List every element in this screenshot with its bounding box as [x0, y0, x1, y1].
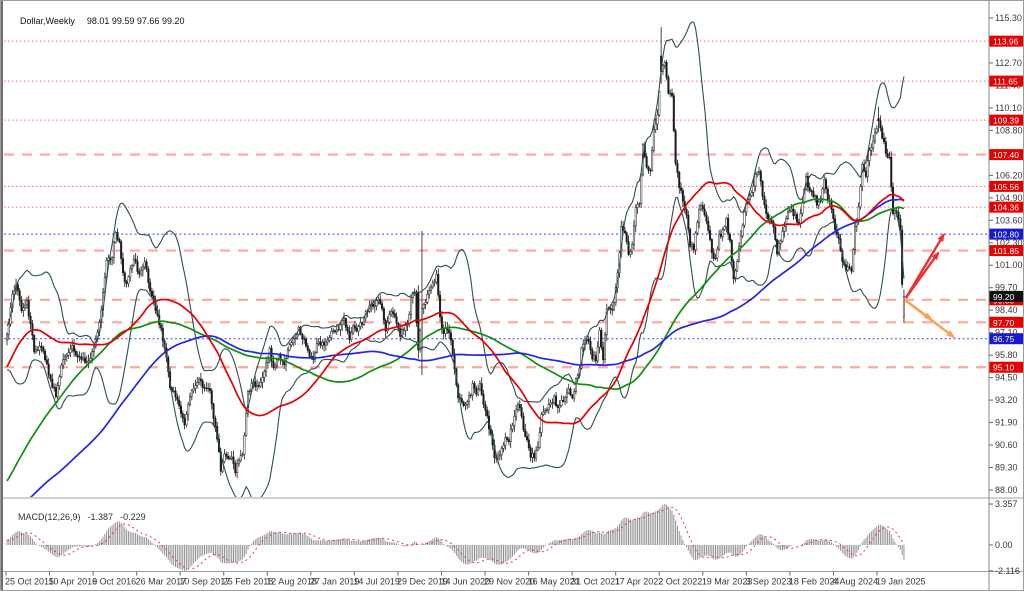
level-price-text: 111.65 — [993, 77, 1018, 87]
date-tick-label: 19 Jan 2025 — [876, 577, 926, 587]
price-tick-label: 102.30 — [995, 238, 1023, 248]
price-tick-label: 115.30 — [995, 13, 1022, 23]
bollinger-lower-band — [6, 196, 905, 497]
macd-signal-value: -0.229 — [120, 512, 146, 522]
macd-scale-label: -2.116 — [995, 566, 1020, 576]
moving-averages — [6, 181, 905, 497]
level-price-box — [989, 114, 1023, 126]
price-tick-label: 99.70 — [995, 283, 1018, 293]
macd-signal-line — [6, 506, 905, 570]
level-price-text: 109.39 — [993, 116, 1019, 126]
bollinger-bands — [6, 21, 905, 497]
trend-arrows[interactable] — [904, 232, 956, 339]
macd-main-value: -1.387 — [87, 512, 114, 522]
level-price-text: 96.75 — [993, 334, 1015, 344]
date-tick-label: 27 Jan 2019 — [310, 577, 360, 587]
date-tick-label: 29 Dec 2019 — [397, 577, 448, 587]
date-tick-label: 19 Mar 2023 — [702, 577, 753, 587]
macd-indicator-name: MACD(12,26,9) — [18, 512, 81, 522]
price-tick-label: 91.90 — [995, 418, 1018, 428]
price-tick-label: 93.20 — [995, 395, 1018, 405]
date-tick-label: 2 Oct 2022 — [658, 577, 702, 587]
price-tick-label: 110.10 — [995, 103, 1022, 113]
level-price-box — [989, 333, 1023, 345]
price-tick-label: 106.20 — [995, 170, 1023, 180]
price-tick-label: 112.70 — [995, 58, 1022, 68]
date-tick-label: 9 Oct 2016 — [92, 577, 136, 587]
date-tick-label: 26 Mar 2017 — [136, 577, 187, 587]
macd-histogram — [6, 504, 905, 571]
price-tick-label: 88.00 — [995, 485, 1018, 495]
arrow-3[interactable] — [905, 299, 955, 338]
macd-scale-label: 3.357 — [995, 499, 1018, 509]
price-tick-label: 97.10 — [995, 328, 1018, 338]
level-price-text: 113.96 — [993, 37, 1019, 47]
date-tick-label: 29 Nov 2020 — [484, 577, 535, 587]
date-tick-label: 18 Feb 2024 — [789, 577, 840, 587]
level-lines[interactable] — [4, 40, 989, 369]
level-price-box — [989, 228, 1023, 240]
date-tick-label: 17 Apr 2022 — [615, 577, 664, 587]
arrow-1[interactable] — [904, 233, 945, 299]
window-left-border — [1, 1, 3, 590]
level-price-box — [989, 35, 1023, 47]
ma-fast-line — [6, 181, 905, 425]
current-price-text: 99.20 — [993, 292, 1015, 302]
price-tick-label: 95.80 — [995, 350, 1018, 360]
level-price-box — [989, 201, 1023, 213]
level-price-text: 104.36 — [993, 203, 1019, 213]
level-price-box — [989, 149, 1023, 161]
macd-signal — [6, 506, 905, 570]
level-price-box — [989, 180, 1023, 192]
level-price-text: 95.10 — [993, 363, 1015, 373]
price-tick-label: 98.40 — [995, 305, 1018, 315]
date-tick-label: 25 Oct 2015 — [5, 577, 54, 587]
price-tick-label: 94.50 — [995, 373, 1018, 383]
price-tick-label: 104.90 — [995, 193, 1023, 203]
date-tick-label: 4 Aug 2024 — [832, 577, 878, 587]
level-price-text: 97.70 — [993, 318, 1015, 328]
price-tick-label: 103.60 — [995, 215, 1023, 225]
price-axis[interactable]: 115.30112.70111.40110.10108.80106.20104.… — [989, 13, 1024, 576]
level-price-box — [989, 75, 1023, 87]
level-price-box — [989, 245, 1023, 257]
ohlc-values: 98.01 99.59 97.66 99.20 — [86, 16, 185, 26]
symbol-timeframe-label: Dollar,Weekly — [20, 16, 75, 26]
level-price-text: 101.85 — [993, 246, 1019, 256]
ma-mid-line — [6, 198, 905, 482]
current-price-box — [989, 290, 1023, 302]
level-price-box — [989, 361, 1023, 373]
date-tick-label: 25 Feb 2018 — [223, 577, 274, 587]
date-tick-label: 12 Aug 2018 — [266, 577, 317, 587]
price-tick-label: 108.80 — [995, 125, 1023, 135]
price-tick-label: 89.30 — [995, 463, 1018, 473]
date-tick-label: 14 Jul 2019 — [353, 577, 400, 587]
date-tick-label: 31 Oct 2021 — [571, 577, 620, 587]
date-tick-label: 10 Sep 2017 — [179, 577, 230, 587]
bollinger-upper-band — [6, 21, 905, 413]
price-tick-label: 90.60 — [995, 440, 1018, 450]
date-tick-label: 16 May 2021 — [528, 577, 580, 587]
date-tick-label: 3 Sep 2023 — [745, 577, 791, 587]
macd-scale-label: 0.00 — [995, 540, 1013, 550]
chart-title: Dollar,Weekly 98.01 99.59 97.66 99.20 — [10, 5, 184, 38]
macd-indicator-label: MACD(12,26,9) -1.387 -0.229 — [8, 501, 153, 534]
level-price-box — [989, 316, 1023, 328]
price-tick-label: 101.00 — [995, 260, 1023, 270]
ma-slow-line — [29, 198, 905, 497]
candles-layer — [6, 26, 905, 479]
level-price-text: 107.40 — [993, 150, 1019, 160]
date-tick-label: 10 Apr 2016 — [49, 577, 98, 587]
level-price-text: 102.80 — [993, 230, 1019, 240]
date-tick-label: 14 Jun 2020 — [441, 577, 491, 587]
level-price-text: 105.56 — [993, 182, 1019, 192]
